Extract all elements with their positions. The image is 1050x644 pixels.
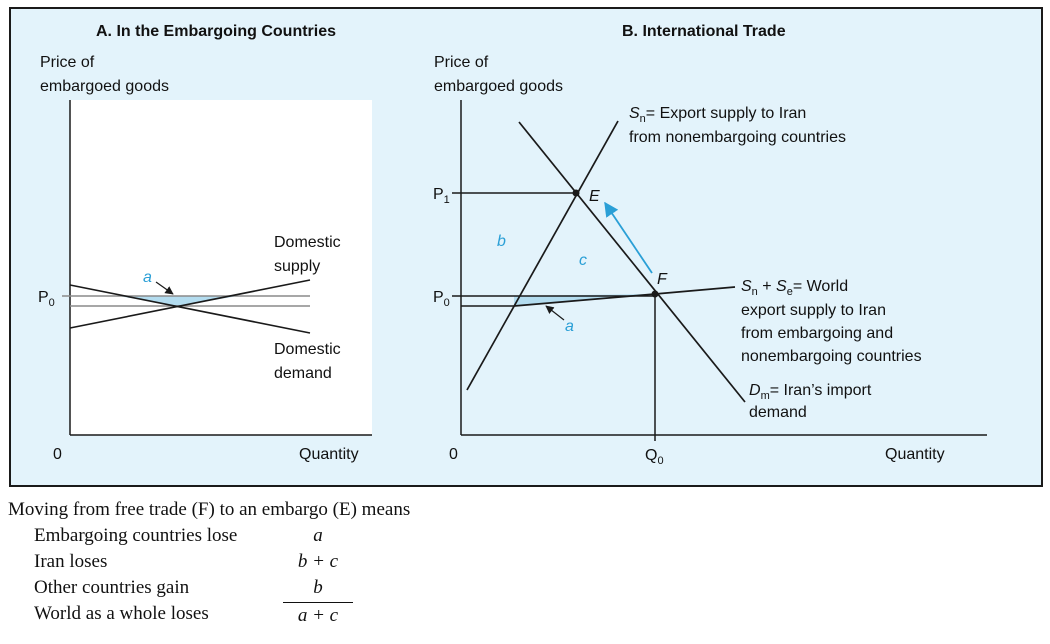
summary-row-value: b + c bbox=[297, 551, 339, 572]
panel-b-area-b-label: b bbox=[497, 233, 506, 250]
panel-b-p0-label: P0 bbox=[433, 289, 450, 309]
summary-row: Embargoing countries lose a bbox=[8, 523, 608, 549]
summary-row-value: a + c bbox=[283, 602, 353, 629]
panel-a-demand-label-line1: Domestic bbox=[274, 341, 341, 358]
panel-a-origin-label: 0 bbox=[53, 446, 62, 463]
panel-b-dm-label-line2: demand bbox=[749, 404, 807, 421]
panel-a-supply-label-line2: supply bbox=[274, 258, 320, 275]
summary-row-value: b bbox=[313, 577, 323, 598]
panel-b-sn-curve bbox=[466, 120, 619, 391]
panel-b-area-a-label: a bbox=[565, 318, 574, 335]
panel-b-point-e-label: E bbox=[589, 188, 600, 205]
panel-a-supply-label-line1: Domestic bbox=[274, 234, 341, 251]
panel-a-title: A. In the Embargoing Countries bbox=[96, 23, 336, 40]
summary-row-label: World as a whole loses bbox=[34, 603, 209, 624]
panel-b-dm-curve bbox=[518, 121, 746, 403]
panel-b-y-axis-label-line1: Price of bbox=[434, 54, 489, 71]
summary-table: Moving from free trade (F) to an embargo… bbox=[8, 497, 608, 627]
panel-b-point-f-label: F bbox=[657, 271, 668, 288]
panel-b-world-label-line4: nonembargoing countries bbox=[741, 348, 922, 365]
panel-b-p1-label: P1 bbox=[433, 186, 450, 206]
summary-row: Other countries gain b bbox=[8, 575, 608, 601]
panel-b-area-a-pointer bbox=[545, 305, 565, 321]
panel-a-domestic-demand-curve bbox=[69, 284, 311, 334]
panel-a-x-axis-label: Quantity bbox=[299, 446, 359, 463]
panel-a-area-a-pointer bbox=[155, 281, 174, 295]
panel-b-sn-label-line2: from nonembargoing countries bbox=[629, 129, 846, 146]
summary-row-label: Other countries gain bbox=[34, 577, 190, 598]
panel-b-y-axis-label-line2: embargoed goods bbox=[434, 78, 563, 95]
panel-a-plot-area bbox=[70, 100, 372, 435]
summary-row: World as a whole loses a + c bbox=[8, 601, 608, 627]
summary-row: Iran loses b + c bbox=[8, 549, 608, 575]
panel-a-demand-label-line2: demand bbox=[274, 365, 332, 382]
panel-b-origin-label: 0 bbox=[449, 446, 458, 463]
summary-row-label: Iran loses bbox=[34, 551, 108, 572]
panel-a-y-axis-label-line1: Price of bbox=[40, 54, 95, 71]
summary-intro: Moving from free trade (F) to an embargo… bbox=[8, 499, 411, 520]
panel-b-world-label-line2: export supply to Iran bbox=[741, 302, 886, 319]
panel-b-point-e bbox=[572, 189, 580, 197]
panel-b-q0-label: Q0 bbox=[645, 447, 664, 467]
embargo-figure: A. In the Embargoing Countries Price of … bbox=[9, 7, 1043, 487]
panel-b-sn-label-line1: Sn= Export supply to Iran bbox=[629, 105, 806, 125]
panel-b-area-c-label: c bbox=[579, 252, 587, 269]
panel-a-y-axis-label-line2: embargoed goods bbox=[40, 78, 169, 95]
panel-b-title: B. International Trade bbox=[622, 23, 786, 40]
panel-b: B. International Trade Price of embargoe… bbox=[433, 23, 987, 467]
summary-row-label: Embargoing countries lose bbox=[34, 525, 238, 546]
summary-row-value: a bbox=[313, 525, 323, 546]
panel-a-area-a bbox=[118, 296, 238, 306]
panel-a-domestic-supply-curve bbox=[69, 279, 311, 329]
panel-b-world-label-line3: from embargoing and bbox=[741, 325, 893, 342]
panel-b-x-axis-label: Quantity bbox=[885, 446, 945, 463]
panel-a: A. In the Embargoing Countries Price of … bbox=[38, 23, 372, 463]
panel-b-world-label-line1: Sn + Se= World bbox=[741, 278, 848, 298]
panel-a-area-a-label: a bbox=[143, 269, 152, 286]
panel-b-movement-arrow bbox=[604, 201, 653, 274]
panel-b-dm-label-line1: Dm= Iran’s import bbox=[749, 382, 872, 402]
panel-b-point-f bbox=[651, 290, 659, 298]
panel-a-p0-label: P0 bbox=[38, 289, 55, 309]
